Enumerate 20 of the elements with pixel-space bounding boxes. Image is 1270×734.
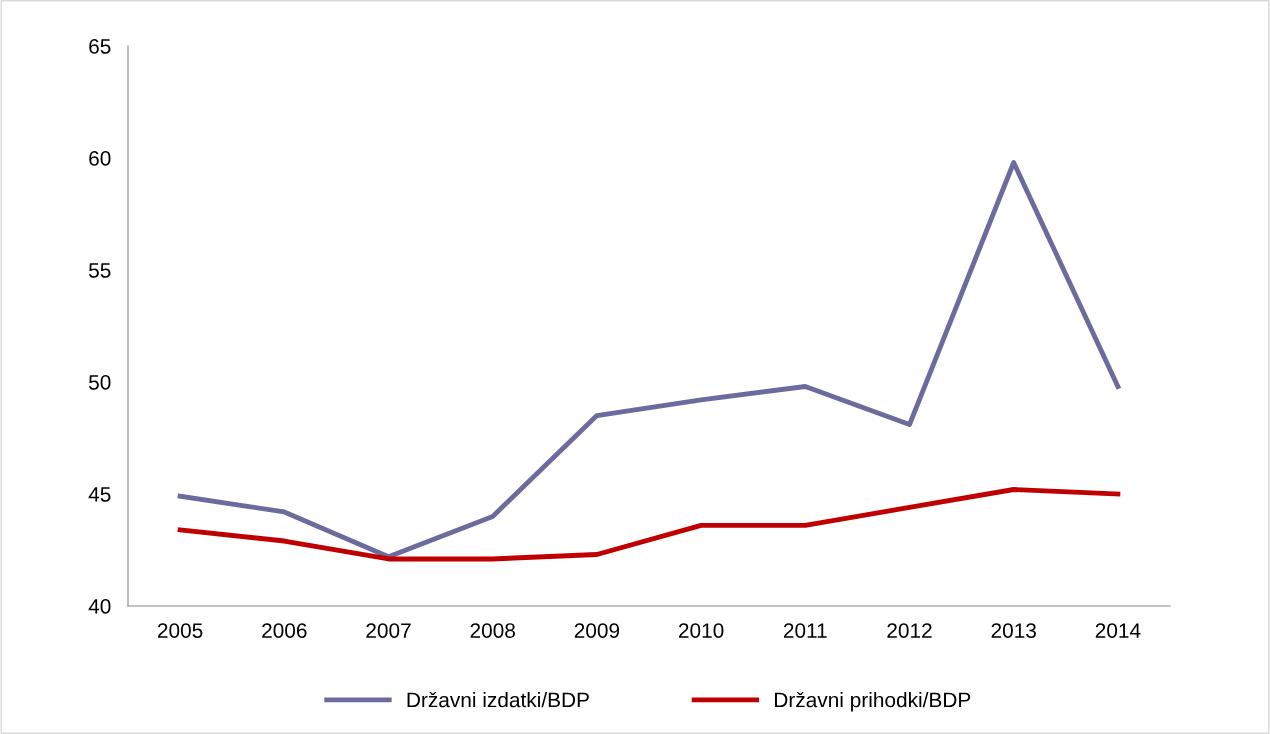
x-tick-label: 2012 — [887, 623, 932, 638]
y-tick-label: 40 — [88, 599, 111, 614]
legend-label: Državni prihodki/BDP — [775, 691, 971, 712]
x-tick-label: 2008 — [470, 623, 515, 638]
x-tick-label: 2006 — [262, 623, 307, 638]
y-tick-label: 60 — [89, 151, 111, 166]
y-tick-label: 45 — [88, 487, 111, 502]
x-tick-label: 2005 — [157, 623, 203, 638]
x-tick-label: 2013 — [991, 623, 1036, 638]
x-tick-label: 2007 — [366, 623, 411, 638]
legend-label: Državni izdatki/BDP — [407, 691, 589, 708]
x-tick-label: 2014 — [1095, 623, 1141, 638]
x-tick-label: 2011 — [783, 623, 827, 638]
x-tick-label: 2010 — [678, 623, 724, 638]
y-tick-label: 50 — [89, 375, 111, 390]
y-tick-label: 65 — [89, 39, 111, 54]
x-tick-label: 2009 — [574, 623, 620, 638]
line-series — [177, 160, 1121, 560]
y-tick-label: 55 — [89, 263, 111, 278]
line-series — [177, 487, 1121, 562]
